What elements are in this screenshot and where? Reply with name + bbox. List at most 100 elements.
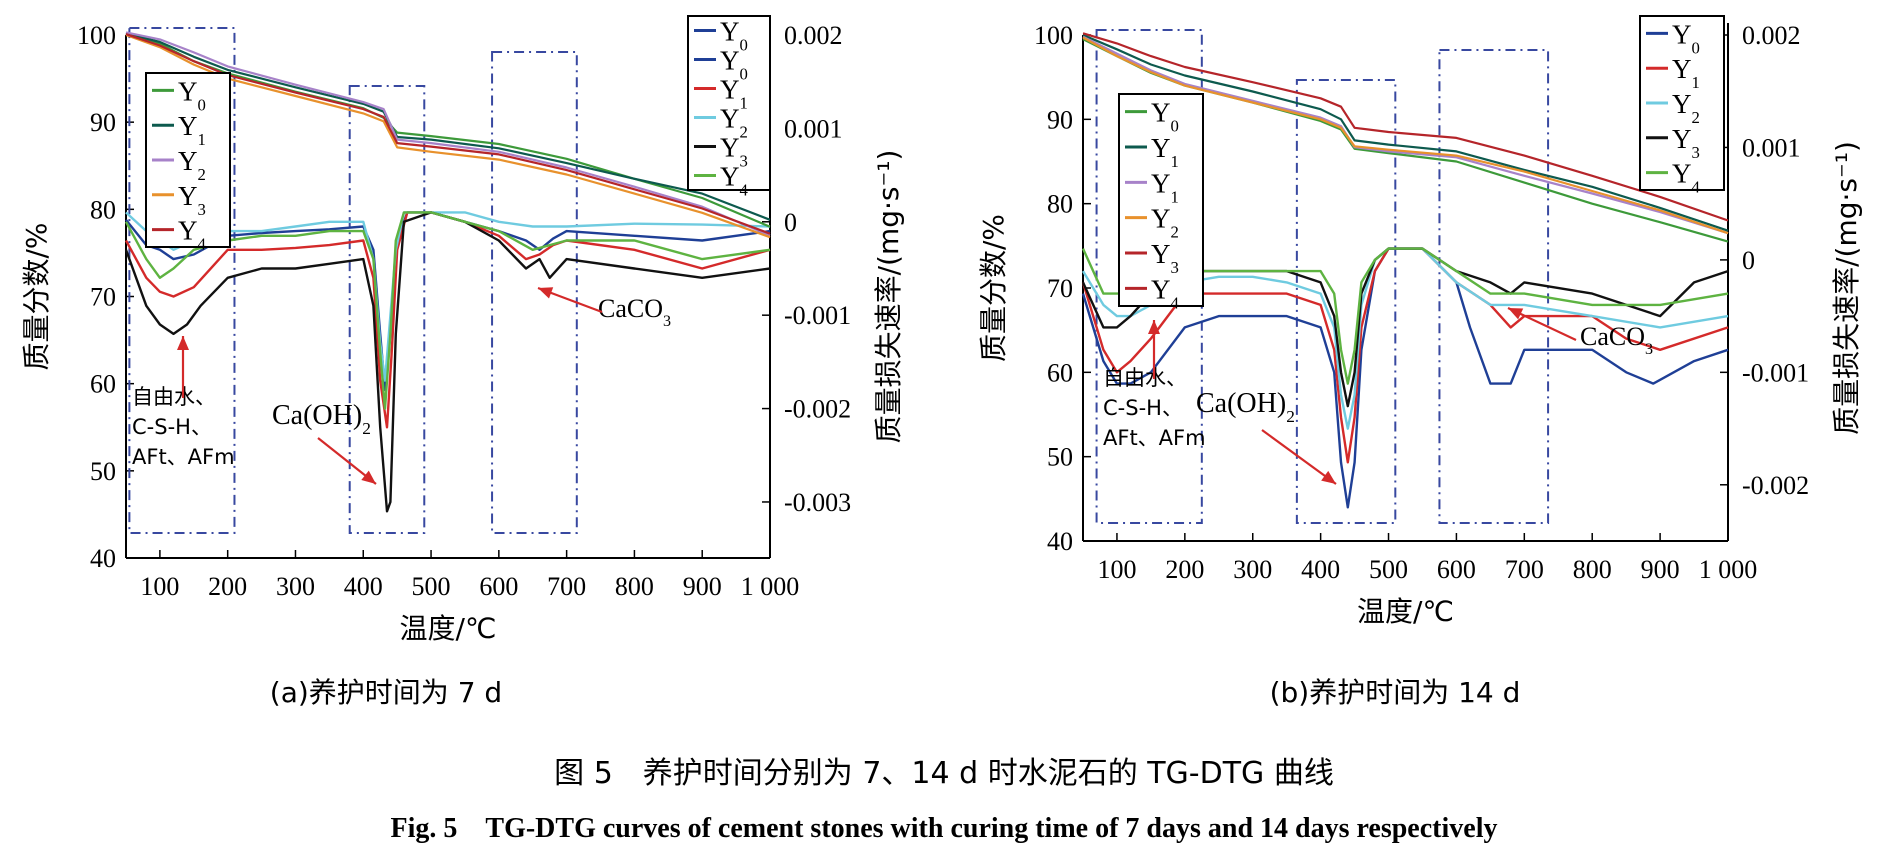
legend-label: Y1 [178, 111, 206, 149]
legend-label: Y2 [178, 146, 206, 184]
tg-line-y4 [1082, 32, 1729, 222]
x-tick-label: 300 [276, 572, 315, 601]
y2-tick-label: -0.002 [1742, 471, 1809, 500]
y-tick-label: 100 [77, 21, 116, 50]
y-tick-label: 90 [1047, 105, 1073, 134]
dashed-region-box [1295, 79, 1397, 524]
y2-tick-label: 0.001 [784, 114, 843, 143]
arrow-caoh2-head [361, 470, 376, 484]
y-axis-label: 质量分数/% [20, 222, 53, 370]
chart-panel-b: 100 200 300 400 500 600 700 800 900 1 000温度/℃4050… [977, 15, 1863, 709]
legend-label: Y3 [1672, 124, 1700, 162]
legend-label: Y2 [1672, 89, 1700, 127]
annotation-caoh2: Ca(OH)2 [1196, 388, 1295, 426]
dtg-line-y3 [124, 211, 771, 513]
y-tick-label: 40 [1047, 527, 1073, 556]
legend-label: Y4 [1151, 274, 1180, 312]
arrow-caoh2-head [1321, 470, 1336, 484]
legend-tg-frame [1118, 93, 1204, 307]
y2-axis-label: 质量损失速率/(mg·s⁻¹) [872, 150, 905, 444]
y-tick-label: 100 [1034, 21, 1073, 50]
y2-axis-label: 质量损失速率/(mg·s⁻¹) [1830, 141, 1863, 435]
x-tick-label: 500 [412, 572, 451, 601]
x-tick-label: 700 [1505, 555, 1544, 584]
x-tick-label: 1 000 [1699, 555, 1758, 584]
arrow-free-water-head [1148, 320, 1160, 334]
dashed-region-box [128, 27, 236, 534]
x-tick-label: 600 [1437, 555, 1476, 584]
y-tick-label: 70 [1047, 274, 1073, 303]
x-tick-label: 1 000 [741, 572, 800, 601]
arrow-caoh2 [1261, 429, 1337, 485]
x-axis-label: 温度/℃ [400, 612, 497, 645]
y-tick-label: 40 [90, 544, 116, 573]
y-tick-label: 70 [90, 283, 116, 312]
tg-line-y2 [125, 31, 771, 237]
legend-label: Y0 [1672, 19, 1700, 57]
legend-label: Y3 [720, 133, 748, 171]
y-tick-label: 80 [1047, 190, 1073, 219]
x-tick-label: 100 [140, 572, 179, 601]
y-tick-label: 60 [90, 370, 116, 399]
x-tick-label: 400 [344, 572, 383, 601]
y2-tick-label: 0 [1742, 246, 1755, 275]
chart-panel-a: 100 200 300 400 500 600 700 800 900 1 000温度/℃4050… [20, 15, 905, 709]
legend-label: Y0 [178, 76, 206, 114]
y-axis-label: 质量分数/% [977, 214, 1010, 362]
x-tick-label: 800 [615, 572, 654, 601]
dashed-region-box [1438, 49, 1550, 524]
y2-tick-label: -0.002 [784, 395, 851, 424]
annotation-free-water: C-S-H、 [1103, 396, 1183, 420]
legend-label: Y3 [178, 181, 206, 219]
x-axis-label: 温度/℃ [1357, 595, 1454, 628]
arrow-free-water-head [177, 336, 189, 350]
legend-label: Y4 [1672, 159, 1701, 197]
arrow-caco3-head [1508, 308, 1524, 320]
y-tick-label: 50 [1047, 443, 1073, 472]
x-tick-label: 800 [1573, 555, 1612, 584]
y2-tick-label: 0.002 [1742, 21, 1801, 50]
legend-label: Y2 [1151, 204, 1179, 242]
x-tick-label: 300 [1233, 555, 1272, 584]
legend-dtg-frame [687, 15, 771, 191]
x-tick-label: 400 [1301, 555, 1340, 584]
legend-label: Y1 [1672, 54, 1700, 92]
legend-label: Y2 [720, 104, 748, 142]
tg-line-y4 [125, 33, 771, 235]
legend-label: Y0 [720, 17, 748, 55]
x-tick-label: 100 [1097, 555, 1136, 584]
dashed-region-box [348, 85, 426, 534]
figure-caption-zh: 图 5 养护时间分别为 7、14 d 时水泥石的 TG-DTG 曲线 [554, 756, 1334, 791]
annotation-caoh2: Ca(OH)2 [272, 400, 371, 438]
annotation-free-water: 自由水、 [132, 385, 216, 409]
y-tick-label: 60 [1047, 358, 1073, 387]
panel-caption: (b)养护时间为 14 d [1270, 676, 1521, 709]
x-tick-label: 200 [208, 572, 247, 601]
y-tick-label: 50 [90, 457, 116, 486]
x-tick-label: 200 [1165, 555, 1204, 584]
y-tick-label: 90 [90, 108, 116, 137]
figure-caption-en: Fig. 5 TG-DTG curves of cement stones wi… [390, 813, 1498, 844]
dtg-line-y0 [1081, 247, 1729, 509]
legend-label: Y1 [1151, 133, 1179, 171]
tg-line-y3 [1082, 36, 1729, 235]
annotation-caco3: CaCO3 [1580, 322, 1653, 358]
legend-label: Y1 [720, 75, 748, 113]
tg-line-y1 [1082, 33, 1729, 232]
y2-tick-label: -0.001 [784, 301, 851, 330]
x-tick-label: 700 [547, 572, 586, 601]
annotation-free-water: C-S-H、 [132, 415, 212, 439]
annotation-free-water: AFt、AFm [132, 445, 235, 469]
y-tick-label: 80 [90, 195, 116, 224]
dtg-line-y1 [124, 211, 771, 429]
x-tick-label: 900 [683, 572, 722, 601]
legend-label: Y0 [1151, 98, 1179, 135]
dtg-line-y4 [124, 211, 771, 410]
x-tick-label: 500 [1369, 555, 1408, 584]
annotation-free-water: 自由水、 [1103, 366, 1187, 390]
